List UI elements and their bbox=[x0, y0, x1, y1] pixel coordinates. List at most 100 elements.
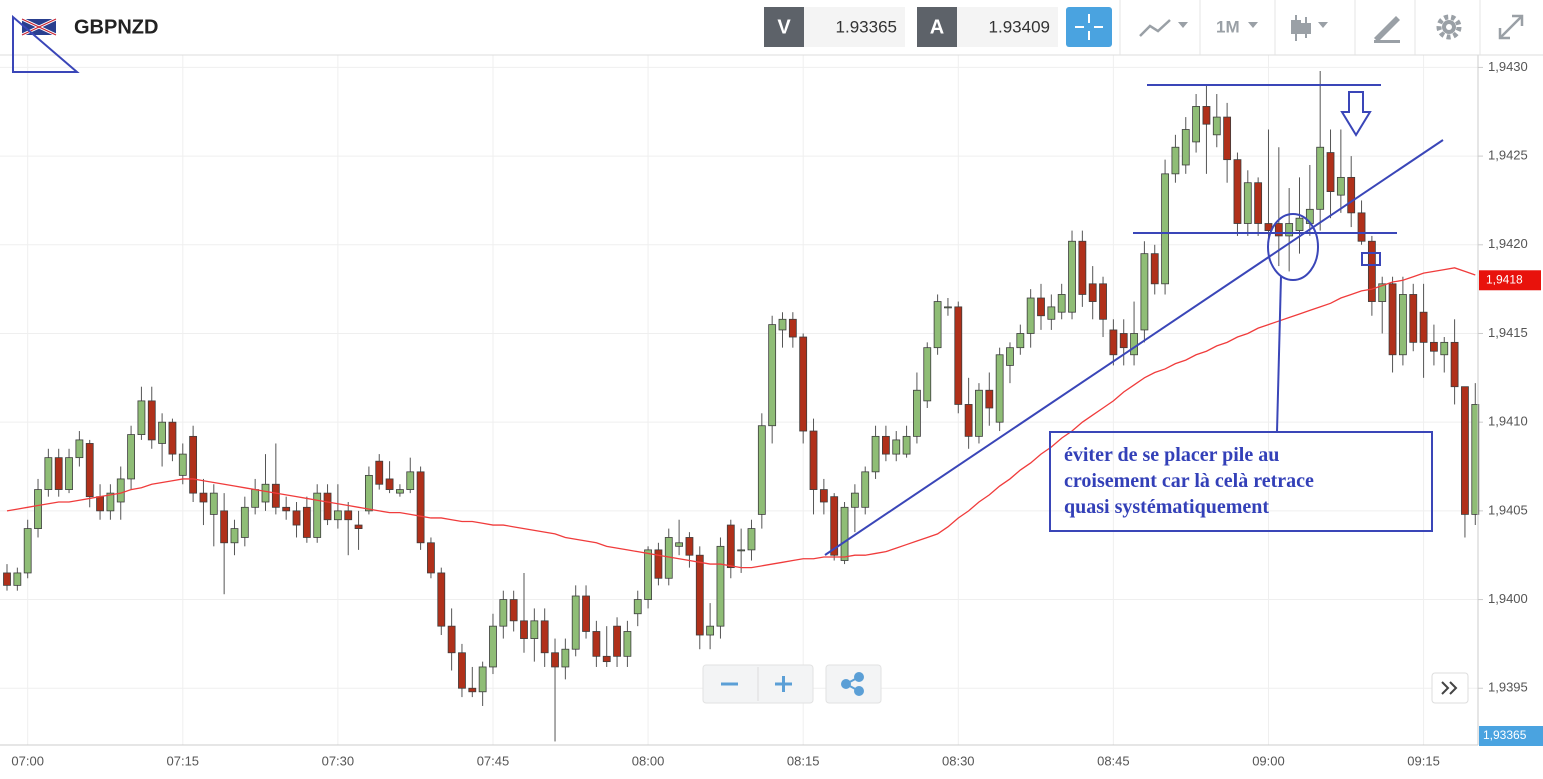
candle-body-up bbox=[706, 625, 715, 636]
candle-body-up bbox=[1192, 106, 1200, 143]
candle-body-down bbox=[458, 652, 466, 689]
x-tick-label: 07:30 bbox=[322, 753, 355, 768]
ask-price: 1.93409 bbox=[989, 17, 1050, 36]
candle-body-up bbox=[396, 489, 404, 494]
crosshair-button[interactable] bbox=[1066, 7, 1112, 47]
callout-line bbox=[1276, 275, 1282, 433]
candle-body-down bbox=[1254, 182, 1263, 224]
candle-body-up bbox=[768, 324, 777, 427]
candle-body-up bbox=[633, 599, 642, 615]
candle-body-up bbox=[364, 474, 373, 512]
ask-button[interactable] bbox=[917, 7, 957, 47]
candle-body-down bbox=[1419, 311, 1428, 343]
candle-body-down bbox=[344, 510, 353, 521]
candle-body-down bbox=[199, 492, 208, 503]
candle-body-up bbox=[240, 506, 249, 538]
candle-body-up bbox=[1212, 116, 1221, 136]
timeframe[interactable]: 1M bbox=[1216, 17, 1240, 36]
settings-button[interactable] bbox=[1436, 14, 1462, 40]
bid-box bbox=[804, 7, 905, 47]
x-tick-label: 07:45 bbox=[477, 753, 510, 768]
candle-body-down bbox=[1202, 106, 1211, 125]
candle-type-button[interactable] bbox=[1291, 15, 1328, 41]
candle-body-down bbox=[1088, 283, 1097, 302]
candle-body-down bbox=[468, 687, 477, 693]
x-tick-label: 09:00 bbox=[1252, 753, 1285, 768]
x-tick-label: 09:15 bbox=[1407, 753, 1440, 768]
trend-line bbox=[824, 139, 1444, 556]
candle-body-up bbox=[1295, 217, 1304, 232]
candle-body-up bbox=[1336, 176, 1345, 196]
candle-body-up bbox=[1140, 253, 1149, 331]
candle-body-up bbox=[561, 648, 570, 668]
candle-body-down bbox=[1347, 176, 1356, 214]
candle-body-down bbox=[1388, 283, 1397, 356]
candle-body-down bbox=[85, 443, 94, 498]
x-tick-label: 08:15 bbox=[787, 753, 820, 768]
candle-body-up bbox=[850, 492, 859, 508]
candle-body-down bbox=[1430, 341, 1438, 352]
chart-type-button[interactable] bbox=[1139, 19, 1188, 37]
candle-body-up bbox=[106, 492, 115, 512]
candle-body-down bbox=[592, 631, 601, 657]
price-tags: 1,9395 1,9400 1,9405 1,9410 1,9415 1,9420 1,94… bbox=[11, 59, 1543, 768]
candle-body-down bbox=[1099, 283, 1107, 320]
candle-body-down bbox=[799, 336, 808, 432]
candle-body-down bbox=[447, 625, 456, 654]
candle-body-up bbox=[116, 478, 125, 503]
candle-body-down bbox=[1326, 152, 1335, 192]
candle-body-down bbox=[964, 404, 973, 437]
candle-body-up bbox=[675, 542, 683, 547]
candle-body-up bbox=[44, 457, 53, 490]
zoom-in-button[interactable] bbox=[775, 676, 792, 692]
crossing-circle bbox=[1267, 213, 1319, 281]
candle-body-up bbox=[261, 483, 270, 503]
candle-body-up bbox=[137, 400, 146, 435]
crosshair-icon bbox=[1075, 14, 1103, 40]
candle-body-up bbox=[933, 301, 942, 349]
candle-body-up bbox=[1130, 333, 1138, 356]
candle-body-up bbox=[1057, 294, 1066, 313]
candle-body-up bbox=[1471, 404, 1480, 515]
candle-body-down bbox=[1109, 329, 1118, 356]
candle-body-down bbox=[147, 400, 156, 441]
bid-label: V bbox=[777, 16, 791, 38]
candle-body-up bbox=[1068, 240, 1076, 313]
candle-body-down bbox=[695, 554, 704, 636]
candle-body-up bbox=[333, 510, 342, 521]
candle-body-up bbox=[489, 625, 497, 668]
y-tick-label: 1,9410 bbox=[1488, 414, 1528, 429]
fullscreen-button[interactable] bbox=[1498, 14, 1524, 40]
candle-body-down bbox=[1233, 159, 1242, 224]
candle-body-down bbox=[809, 430, 818, 490]
price-tag-label: 1,93365 bbox=[1483, 728, 1527, 742]
candle-body-up bbox=[530, 620, 539, 639]
share-button[interactable] bbox=[841, 672, 864, 696]
annotations: éviter de se placer pile au croisement c… bbox=[12, 14, 1444, 556]
candle-body-down bbox=[271, 483, 280, 508]
candle-body-up bbox=[1243, 182, 1252, 224]
candle-body-up bbox=[892, 439, 901, 455]
candle-body-up bbox=[34, 489, 42, 529]
candle-body-down bbox=[1078, 240, 1087, 295]
bid-button[interactable] bbox=[764, 7, 804, 47]
candle-body-up bbox=[1161, 173, 1169, 285]
candle-body-down bbox=[1223, 116, 1232, 161]
entry-box bbox=[1361, 252, 1381, 266]
candle-body-down bbox=[1037, 297, 1045, 317]
candle-body-up bbox=[75, 439, 84, 459]
candle-body-up bbox=[1378, 283, 1387, 302]
y-tick-label: 1,9405 bbox=[1488, 502, 1528, 517]
down-arrow bbox=[1340, 91, 1372, 137]
candle-body-up bbox=[975, 389, 983, 437]
candle-body-up bbox=[1316, 146, 1325, 210]
candle-body-down bbox=[602, 655, 611, 663]
candle-body-up bbox=[1440, 341, 1449, 356]
scroll-end-button[interactable] bbox=[1441, 681, 1458, 695]
draw-tool-button[interactable] bbox=[1374, 16, 1400, 43]
annotation-text: quasi systématiquement bbox=[1064, 496, 1269, 518]
candle-body-down bbox=[54, 457, 63, 490]
annotation-text: éviter de se placer pile au bbox=[1064, 444, 1279, 466]
candle-body-down bbox=[654, 549, 663, 579]
candle-body-up bbox=[1016, 333, 1025, 349]
